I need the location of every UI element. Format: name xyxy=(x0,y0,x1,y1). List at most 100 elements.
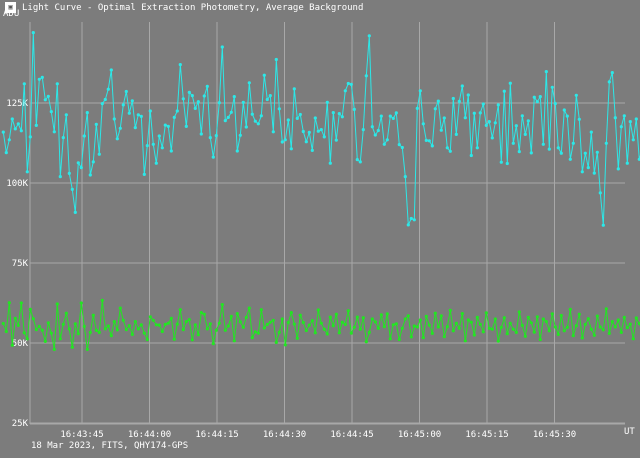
data-point xyxy=(580,170,584,174)
data-point xyxy=(145,337,149,342)
data-point xyxy=(358,160,362,164)
data-point xyxy=(445,146,449,150)
data-point xyxy=(595,314,599,318)
data-point xyxy=(214,328,218,332)
data-point xyxy=(70,345,74,349)
data-point xyxy=(175,322,179,326)
data-point xyxy=(379,313,383,317)
data-point xyxy=(397,337,401,342)
data-point xyxy=(241,325,245,329)
data-point xyxy=(187,318,191,322)
data-point xyxy=(454,321,458,325)
data-point xyxy=(559,313,563,318)
data-point xyxy=(139,114,143,118)
data-point xyxy=(223,328,227,332)
data-point xyxy=(592,171,596,175)
data-point xyxy=(73,210,77,214)
data-point xyxy=(556,146,560,150)
data-point xyxy=(220,303,224,307)
data-point xyxy=(466,93,470,97)
data-point xyxy=(496,339,500,343)
data-point xyxy=(499,160,503,164)
data-point xyxy=(376,128,380,133)
data-point xyxy=(235,312,239,316)
data-point xyxy=(109,68,113,72)
data-point xyxy=(550,312,554,316)
y-tick-label: 50K xyxy=(12,339,29,349)
data-point xyxy=(289,147,293,151)
data-point xyxy=(409,216,413,221)
data-point xyxy=(406,223,410,227)
data-point xyxy=(10,117,14,121)
data-point xyxy=(283,138,287,142)
data-point xyxy=(142,331,146,335)
data-point xyxy=(430,331,434,335)
data-point xyxy=(559,151,563,155)
data-point xyxy=(418,318,422,322)
data-point xyxy=(334,138,338,142)
series-cyan xyxy=(1,30,640,227)
data-point xyxy=(313,116,317,120)
data-point xyxy=(133,126,137,130)
data-point xyxy=(1,321,5,326)
data-point xyxy=(187,90,191,94)
data-point xyxy=(58,337,62,341)
data-point xyxy=(472,111,476,115)
data-point xyxy=(577,117,581,121)
data-point xyxy=(448,149,452,153)
data-point xyxy=(22,331,26,335)
data-point xyxy=(562,329,566,333)
data-point xyxy=(247,306,251,310)
data-point xyxy=(385,138,389,142)
data-point xyxy=(43,339,47,343)
data-point xyxy=(631,138,635,142)
data-point xyxy=(277,107,281,111)
data-point xyxy=(484,311,488,315)
data-point xyxy=(481,102,485,106)
title-bar: ▣ Light Curve - Optimal Extraction Photo… xyxy=(0,0,640,16)
data-point xyxy=(232,339,236,343)
data-point xyxy=(307,130,311,134)
data-point xyxy=(346,81,350,86)
data-point xyxy=(22,82,26,86)
data-point xyxy=(385,312,389,316)
data-point xyxy=(241,100,245,104)
data-point xyxy=(400,145,404,150)
data-point xyxy=(148,315,152,319)
data-point xyxy=(274,340,278,344)
data-point xyxy=(613,325,617,329)
data-point xyxy=(457,326,461,330)
data-point xyxy=(319,128,323,132)
data-point xyxy=(76,161,80,165)
data-point xyxy=(67,327,71,331)
data-point xyxy=(178,63,182,67)
data-point xyxy=(535,100,539,104)
data-point xyxy=(274,57,278,62)
data-point xyxy=(352,325,356,329)
data-point xyxy=(382,325,386,329)
data-point xyxy=(568,307,572,311)
data-point xyxy=(526,315,530,319)
app-icon[interactable]: ▣ xyxy=(5,2,16,13)
data-point xyxy=(1,130,5,134)
data-point xyxy=(391,323,395,327)
data-point xyxy=(445,325,449,329)
data-point xyxy=(124,328,128,332)
data-point xyxy=(106,87,110,91)
data-point xyxy=(388,337,392,341)
data-point xyxy=(64,113,68,117)
data-point xyxy=(235,149,239,153)
data-point xyxy=(571,334,575,338)
data-point xyxy=(556,332,560,336)
data-point xyxy=(46,321,50,325)
data-point xyxy=(322,327,326,331)
data-point xyxy=(127,324,131,328)
data-point xyxy=(490,327,494,331)
data-point xyxy=(517,150,521,154)
data-point xyxy=(388,114,392,118)
data-point xyxy=(115,137,119,141)
data-point xyxy=(253,119,257,123)
data-point xyxy=(436,99,440,103)
data-point xyxy=(250,336,254,340)
data-point xyxy=(364,340,368,344)
